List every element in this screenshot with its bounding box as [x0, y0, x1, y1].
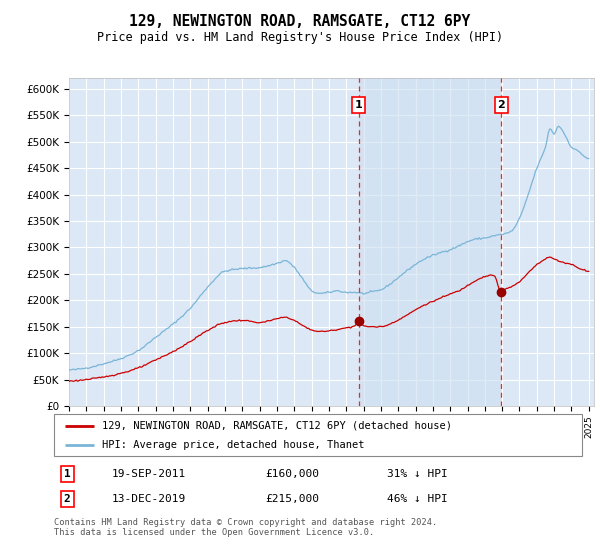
- Text: Contains HM Land Registry data © Crown copyright and database right 2024.
This d: Contains HM Land Registry data © Crown c…: [54, 518, 437, 538]
- Text: 46% ↓ HPI: 46% ↓ HPI: [386, 494, 448, 505]
- Text: 19-SEP-2011: 19-SEP-2011: [112, 469, 187, 479]
- Text: 2: 2: [64, 494, 71, 505]
- Text: 2: 2: [497, 100, 505, 110]
- Text: HPI: Average price, detached house, Thanet: HPI: Average price, detached house, Than…: [101, 440, 364, 450]
- Text: 13-DEC-2019: 13-DEC-2019: [112, 494, 187, 505]
- Text: 1: 1: [64, 469, 71, 479]
- Text: £160,000: £160,000: [265, 469, 319, 479]
- Text: 129, NEWINGTON ROAD, RAMSGATE, CT12 6PY (detached house): 129, NEWINGTON ROAD, RAMSGATE, CT12 6PY …: [101, 421, 452, 431]
- FancyBboxPatch shape: [54, 414, 582, 456]
- Text: 31% ↓ HPI: 31% ↓ HPI: [386, 469, 448, 479]
- Text: Price paid vs. HM Land Registry's House Price Index (HPI): Price paid vs. HM Land Registry's House …: [97, 31, 503, 44]
- Text: 1: 1: [355, 100, 362, 110]
- Text: £215,000: £215,000: [265, 494, 319, 505]
- Bar: [359, 78, 502, 406]
- Text: 129, NEWINGTON ROAD, RAMSGATE, CT12 6PY: 129, NEWINGTON ROAD, RAMSGATE, CT12 6PY: [130, 14, 470, 29]
